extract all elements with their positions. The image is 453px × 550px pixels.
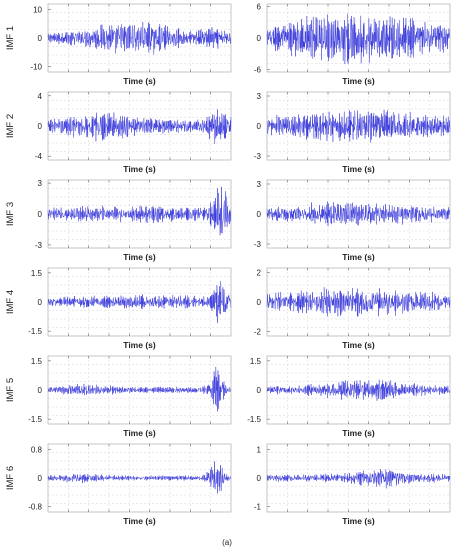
y-tick-label: 1.5: [31, 357, 43, 366]
y-tick-label: 4: [38, 92, 43, 101]
x-axis-label: Time (s): [123, 340, 156, 350]
y-axis-label: IMF 5: [5, 378, 16, 402]
y-tick-label: -1: [254, 502, 262, 511]
imf-panel-3-right: 3 0 -3 Time (s): [254, 179, 451, 262]
imf-trace: [266, 468, 451, 489]
imf-trace: [266, 379, 451, 401]
y-axis-label: IMF 2: [5, 114, 16, 138]
y-tick-label: 3: [257, 92, 262, 101]
imf-panel-4-left: 1.5 0 -1.5 Time (s) IMF 4: [5, 267, 232, 350]
y-tick-label: -2: [254, 328, 262, 337]
y-tick-label: -3: [35, 241, 43, 250]
imf-trace: [47, 461, 232, 494]
y-tick-label: 0: [38, 122, 43, 131]
imf-panel-1-right: 6 0 -6 Time (s): [254, 3, 451, 86]
imf-trace: [47, 21, 232, 55]
y-tick-label: 0: [257, 474, 262, 483]
y-tick-label: -1.5: [28, 415, 42, 424]
imf-trace: [47, 186, 232, 236]
imf-trace: [47, 366, 232, 412]
y-tick-label: 2: [257, 268, 262, 277]
x-axis-label: Time (s): [123, 252, 156, 262]
y-tick-label: 0: [257, 298, 262, 307]
y-tick-label: 10: [33, 6, 42, 15]
x-axis-label: Time (s): [123, 76, 156, 86]
figure-caption: (a): [222, 538, 232, 547]
y-tick-label: 0: [257, 122, 262, 131]
y-tick-label: -6: [254, 65, 262, 74]
y-axis-label: IMF 1: [5, 26, 16, 50]
y-tick-label: -1.5: [247, 415, 261, 424]
imf-panel-5-right: 1.5 0 -1.5 Time (s): [247, 355, 451, 438]
imf-trace: [47, 280, 232, 324]
y-tick-label: 0: [38, 386, 43, 395]
y-tick-label: 0: [257, 34, 262, 43]
y-tick-label: 3: [38, 179, 43, 188]
y-tick-label: -1.5: [28, 327, 42, 336]
y-tick-label: 0: [38, 474, 43, 483]
y-axis-label: IMF 3: [5, 202, 16, 226]
x-axis-label: Time (s): [342, 340, 375, 350]
x-axis-label: Time (s): [342, 252, 375, 262]
y-tick-label: 0: [38, 210, 43, 219]
y-tick-label: -4: [35, 152, 43, 161]
y-tick-label: 1.5: [31, 269, 43, 278]
x-axis-label: Time (s): [123, 428, 156, 438]
imf-panel-6-left: 0.8 0 -0.8 Time (s) IMF 6: [5, 443, 232, 526]
y-tick-label: 0.8: [31, 445, 43, 454]
x-axis-label: Time (s): [123, 164, 156, 174]
y-tick-label: -10: [30, 62, 42, 71]
y-tick-label: 1.5: [250, 357, 262, 366]
y-tick-label: 0: [257, 386, 262, 395]
imf-panel-2-left: 4 0 -4 Time (s) IMF 2: [5, 91, 232, 174]
y-tick-label: 6: [257, 3, 262, 12]
x-axis-label: Time (s): [342, 428, 375, 438]
imf-trace: [266, 109, 451, 143]
imf-trace: [266, 201, 451, 227]
imf-panel-2-right: 3 0 -3 Time (s): [254, 91, 451, 174]
y-tick-label: -3: [254, 152, 262, 161]
y-tick-label: 1: [257, 446, 262, 455]
x-axis-label: Time (s): [342, 516, 375, 526]
x-axis-label: Time (s): [123, 516, 156, 526]
imf-panel-5-left: 1.5 0 -1.5 Time (s) IMF 5: [5, 355, 232, 438]
imf-panel-4-right: 2 0 -2 Time (s): [254, 267, 451, 350]
x-axis-label: Time (s): [342, 164, 375, 174]
y-tick-label: 0: [38, 34, 43, 43]
imf-trace: [266, 13, 451, 65]
y-axis-label: IMF 6: [5, 466, 16, 490]
imf-panel-1-left: 10 0 -10 Time (s) IMF 1: [5, 3, 232, 86]
y-tick-label: 3: [257, 180, 262, 189]
y-tick-label: 0: [38, 298, 43, 307]
y-axis-label: IMF 4: [5, 290, 16, 314]
imf-panel-3-left: 3 0 -3 Time (s) IMF 3: [5, 179, 232, 262]
y-tick-label: -0.8: [28, 503, 42, 512]
imf-trace: [266, 287, 451, 317]
y-tick-label: -3: [254, 240, 262, 249]
imf-trace: [47, 109, 232, 145]
x-axis-label: Time (s): [342, 76, 375, 86]
imf-panel-6-right: 1 0 -1 Time (s): [254, 443, 451, 526]
y-tick-label: 0: [257, 210, 262, 219]
